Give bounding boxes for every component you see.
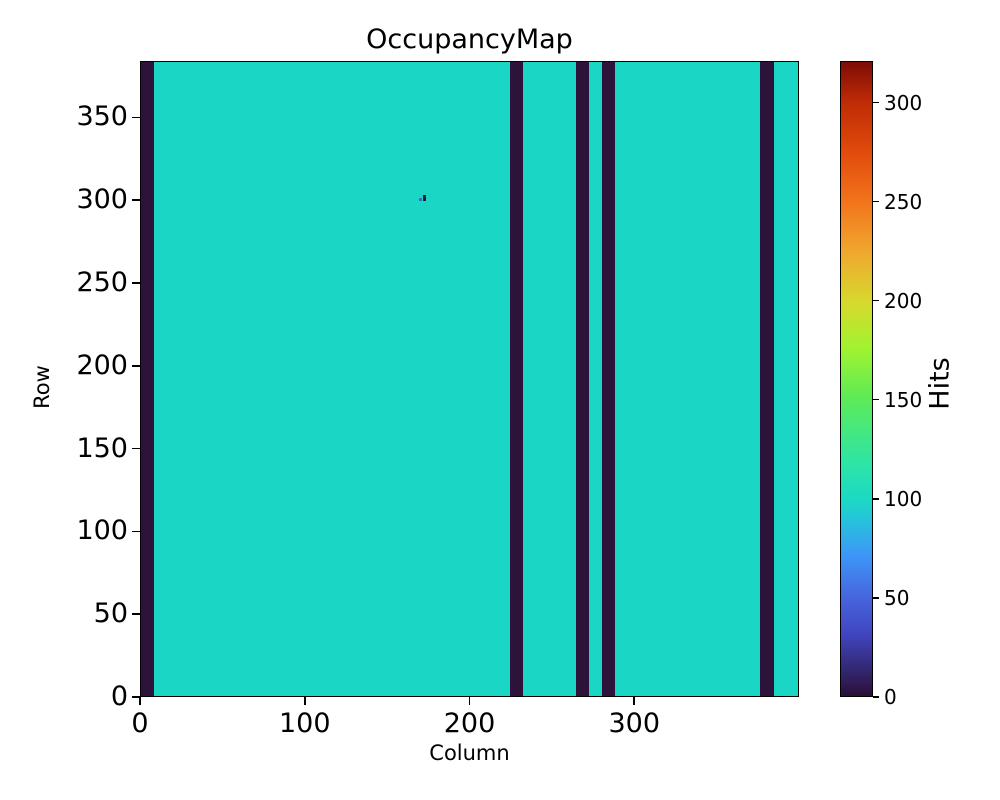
- dead-column-stripe: [575, 62, 590, 696]
- y-tick-label: 150: [76, 432, 128, 464]
- colorbar-tick-label: 50: [884, 585, 910, 610]
- y-tick-mark: [132, 447, 140, 450]
- colorbar-tick-mark: [873, 498, 879, 500]
- x-tick-mark: [468, 697, 471, 705]
- y-tick-mark: [132, 613, 140, 615]
- y-tick-mark: [132, 199, 140, 201]
- colorbar-tick-label: 100: [884, 486, 923, 511]
- y-tick-label: 300: [76, 184, 128, 216]
- chart-title: OccupancyMap: [366, 24, 573, 55]
- defect-pixel: [422, 194, 426, 202]
- x-tick-mark: [139, 697, 141, 705]
- x-tick-label: 300: [608, 708, 661, 739]
- dead-column-stripe: [602, 62, 616, 696]
- y-tick-label: 200: [76, 349, 128, 381]
- y-tick-label: 50: [93, 598, 128, 630]
- colorbar-tick-mark: [873, 101, 879, 104]
- colorbar-tick-mark: [873, 300, 879, 302]
- colorbar-tick-mark: [873, 696, 879, 698]
- y-tick-label: 350: [76, 101, 128, 133]
- x-tick-label: 100: [278, 708, 331, 739]
- y-tick-mark: [132, 530, 140, 533]
- colorbar: [840, 61, 873, 697]
- colorbar-tick-label: 250: [884, 189, 923, 214]
- y-tick-label: 0: [110, 681, 128, 712]
- x-tick-mark: [633, 697, 636, 705]
- colorbar-axis-label: Hits: [924, 357, 956, 410]
- y-tick-mark: [132, 696, 140, 698]
- heatmap-plot-area: [140, 61, 799, 697]
- y-tick-mark: [132, 282, 140, 284]
- x-tick-label: 200: [443, 708, 496, 739]
- y-tick-mark: [132, 364, 140, 367]
- x-axis-label: Column: [429, 741, 510, 765]
- colorbar-tick-mark: [873, 200, 879, 203]
- y-tick-mark: [132, 116, 140, 119]
- colorbar-tick-label: 200: [884, 288, 923, 313]
- colorbar-tick-mark: [873, 399, 879, 401]
- y-tick-label: 100: [76, 515, 128, 547]
- dead-column-stripe: [141, 62, 155, 696]
- x-tick-mark: [303, 697, 306, 705]
- colorbar-tick-label: 0: [884, 685, 897, 709]
- defect-pixel: [419, 197, 423, 202]
- dead-column-stripe: [760, 62, 774, 696]
- colorbar-tick-label: 300: [884, 90, 923, 115]
- dead-column-stripe: [510, 62, 524, 696]
- colorbar-tick-label: 150: [884, 387, 923, 412]
- colorbar-tick-mark: [873, 597, 879, 599]
- y-tick-label: 250: [76, 266, 128, 298]
- x-tick-label: 0: [131, 708, 149, 739]
